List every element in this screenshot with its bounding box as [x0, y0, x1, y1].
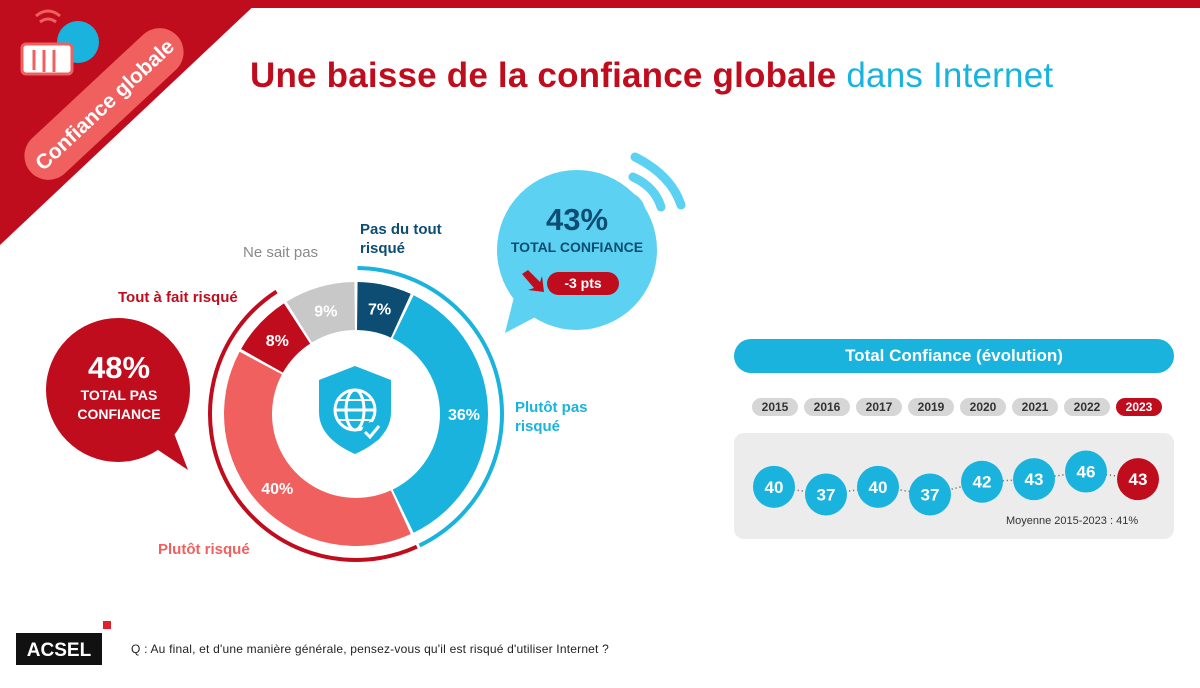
- evolution-chart: 40 37 40 37 42 43 46 43: [753, 450, 1159, 516]
- year-row: 2015 2016 2017 2019 2020 2021 2022 2023: [752, 398, 1162, 416]
- label-tout-a-fait-risque: Tout à fait risqué: [118, 289, 238, 306]
- pas-confiance-ring: [208, 289, 418, 562]
- corner-badge-pill: [24, 28, 184, 180]
- year-pill: 2017: [856, 398, 902, 416]
- acsel-logo: ACSEL: [16, 621, 111, 665]
- year-pill: 2021: [1012, 398, 1058, 416]
- total-pas-confiance-bubble: [46, 318, 190, 470]
- slice-value-label: 40%: [261, 481, 293, 498]
- total-confiance-value: 43%: [545, 202, 609, 237]
- total-confiance-label: TOTAL CONFIANCE: [510, 239, 644, 255]
- slice-plutot-pas-risque: [392, 295, 489, 533]
- total-pas-confiance-label-1: TOTAL PAS: [80, 387, 158, 403]
- wifi-icon: [625, 152, 686, 216]
- evolution-point: [1013, 458, 1055, 501]
- evolution-value-label: 42: [973, 473, 992, 492]
- top-accent-bar: [0, 0, 1200, 8]
- year-pill: 2016: [804, 398, 850, 416]
- evolution-value-label: 46: [1077, 463, 1096, 482]
- confiance-delta-badge: -3 pts: [547, 272, 619, 295]
- slice-value-label: 36%: [448, 407, 480, 424]
- year-pill: 2019: [908, 398, 954, 416]
- title-accent: dans Internet: [846, 56, 1054, 95]
- label-ne-sait-pas: Ne sait pas: [243, 244, 319, 261]
- acsel-logo-text: ACSEL: [27, 640, 92, 661]
- total-pas-confiance-value: 48%: [87, 350, 151, 385]
- evolution-point: [753, 465, 795, 508]
- evolution-value-label: 40: [869, 478, 888, 497]
- evolution-title: Total Confiance (évolution): [734, 339, 1174, 373]
- evolution-value-label: 40: [765, 478, 784, 497]
- slice-tout-a-fait-risque: [241, 303, 311, 373]
- evolution-point: [961, 460, 1003, 503]
- slice-pas-du-tout-risque: [357, 282, 411, 338]
- corner-badge: Confiance globale: [0, 0, 260, 245]
- evolution-point: [857, 465, 899, 508]
- survey-question: Q : Au final, et d'une manière générale,…: [131, 642, 610, 656]
- year-pill: 2015: [752, 398, 798, 416]
- confiance-ring: [357, 266, 504, 548]
- label-plutot-pas-risque: Plutôt pas risqué: [515, 399, 588, 435]
- page-title: Une baisse de la confiance globale dans …: [250, 56, 1053, 96]
- evolution-value-label: 37: [921, 485, 940, 504]
- year-pill: 2023: [1116, 398, 1162, 416]
- slice-ne-sait-pas: [286, 282, 355, 343]
- evolution-point: [1065, 450, 1107, 493]
- shield-globe-icon: [319, 366, 391, 454]
- evolution-point: [909, 473, 951, 516]
- total-pas-confiance-text: 48% TOTAL PAS CONFIANCE: [48, 350, 190, 424]
- year-pill: 2020: [960, 398, 1006, 416]
- evolution-value-label: 37: [817, 485, 836, 504]
- slice-value-label: 7%: [368, 302, 391, 319]
- slice-plutot-risque: [223, 351, 411, 546]
- corner-triangle: [0, 0, 260, 245]
- donut-chart: 7% 36% 40% 8% 9%: [208, 266, 504, 562]
- slice-value-label: 8%: [266, 333, 289, 350]
- evolution-point: [1117, 458, 1159, 501]
- evolution-point: [805, 473, 847, 516]
- total-confiance-text: 43% TOTAL CONFIANCE: [498, 202, 656, 257]
- label-pas-du-tout-risque: Pas du tout risqué: [360, 221, 442, 257]
- down-arrow-icon: [522, 270, 544, 292]
- year-pill: 2022: [1064, 398, 1110, 416]
- total-pas-confiance-label-2: CONFIANCE: [77, 406, 161, 422]
- handshake-icon: [20, 9, 99, 76]
- slice-value-label: 9%: [314, 303, 337, 320]
- average-note: Moyenne 2015-2023 : 41%: [1006, 515, 1139, 527]
- evolution-value-label: 43: [1129, 470, 1148, 489]
- title-main: Une baisse de la confiance globale: [250, 56, 837, 95]
- label-plutot-risque: Plutôt risqué: [158, 541, 250, 558]
- evolution-line: [773, 470, 1139, 496]
- evolution-value-label: 43: [1025, 470, 1044, 489]
